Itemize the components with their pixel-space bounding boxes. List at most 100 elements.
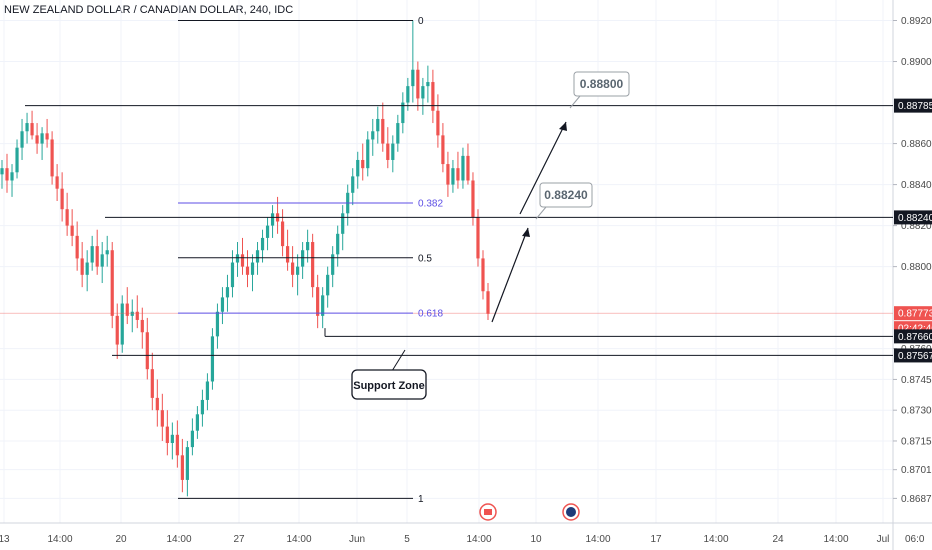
time-tick-label: 14:00 (466, 534, 491, 545)
candle-body (331, 254, 335, 275)
time-tick-label: 14:00 (286, 534, 311, 545)
candle-body (10, 172, 14, 181)
support-zone-pointer (391, 349, 406, 372)
arrow-line (491, 227, 529, 323)
support-zone-box (351, 369, 427, 400)
candle-body (336, 233, 340, 255)
candle-body (240, 254, 245, 267)
candle-body (170, 434, 174, 444)
candle-body (5, 168, 9, 181)
candle-body (50, 139, 54, 177)
candle-body (175, 434, 179, 456)
time-tick-label: 17 (650, 534, 662, 545)
candle-body (185, 447, 189, 480)
candle-body (416, 69, 420, 99)
candle-body (446, 164, 450, 185)
time-tick-label: 14:00 (47, 534, 72, 545)
candle-body (270, 213, 275, 226)
time-tick-label: 14:00 (166, 534, 191, 545)
candle-body (285, 246, 290, 263)
time-tick-label: 20 (115, 534, 127, 545)
fib-level-label: 0.5 (418, 253, 432, 264)
candle-body (341, 213, 345, 234)
time-tick-label: 5 (404, 534, 410, 545)
candle-body (20, 131, 24, 148)
time-tick-label: 24 (772, 534, 784, 545)
arrow-head (559, 122, 567, 131)
candle-body (316, 287, 320, 316)
arrow-head (522, 228, 530, 237)
candle-body (75, 235, 79, 259)
callout-box (573, 71, 630, 97)
candle-body (85, 262, 89, 275)
candle-body (265, 225, 270, 238)
candle-body (235, 254, 240, 263)
candle-body (321, 295, 325, 316)
candle-body (421, 86, 425, 99)
candle-body (40, 133, 44, 144)
candle-body (230, 262, 235, 288)
candle-body (250, 262, 255, 275)
candle-body (60, 188, 64, 210)
candle-body (220, 297, 225, 312)
candle-body (35, 135, 39, 144)
candle-body (476, 217, 480, 259)
candle-body (150, 369, 154, 398)
time-tick-label: 10 (530, 534, 542, 545)
candle-body (486, 291, 490, 314)
candle-body (130, 311, 134, 316)
candle-body (125, 303, 129, 316)
candle-body (441, 135, 445, 165)
price-tag-label: 0.87773 (898, 309, 932, 320)
candle-body (280, 221, 285, 247)
price-tag-label: 02:42:40 (898, 324, 932, 335)
price-tag-label: 0.87567 (898, 351, 932, 362)
candle-body (30, 123, 34, 136)
price-tag-label: 0.88785 (898, 101, 932, 112)
price-tag (894, 98, 932, 113)
candle-body (200, 399, 205, 415)
candle-body (15, 147, 19, 173)
candle-body (140, 319, 144, 333)
time-tick-label: Jun (349, 534, 365, 545)
candle-body (431, 82, 435, 111)
candle-body (25, 123, 29, 132)
candle-body (95, 246, 99, 267)
candle-body (356, 159, 360, 177)
candle-body (105, 250, 109, 255)
price-tick-label: 0.86870 (901, 494, 932, 505)
candle-body (396, 123, 400, 144)
candle-body (255, 250, 260, 263)
candle-body (401, 102, 405, 124)
candle-body (311, 242, 315, 288)
callout-label: 0.88800 (580, 77, 624, 91)
candle-body (100, 254, 104, 267)
candle-body (245, 266, 250, 275)
support-zone-label: Support Zone (353, 380, 425, 392)
candle-body (376, 118, 380, 132)
candle-body (481, 258, 485, 292)
candle-body (115, 315, 119, 345)
time-tick-label: 06:0 (905, 534, 925, 545)
price-tag (894, 348, 932, 363)
price-tag (894, 329, 932, 344)
time-tick-label: 14:00 (703, 534, 728, 545)
candle-body (426, 82, 430, 87)
callout-label: 0.88240 (544, 188, 588, 202)
candle-body (65, 209, 69, 226)
candle-body (135, 311, 139, 320)
newzealand-flag-icon (566, 507, 576, 517)
candle-body (351, 176, 355, 193)
candle-body (145, 332, 149, 370)
candle-body (195, 414, 200, 431)
candle-body (215, 311, 220, 337)
